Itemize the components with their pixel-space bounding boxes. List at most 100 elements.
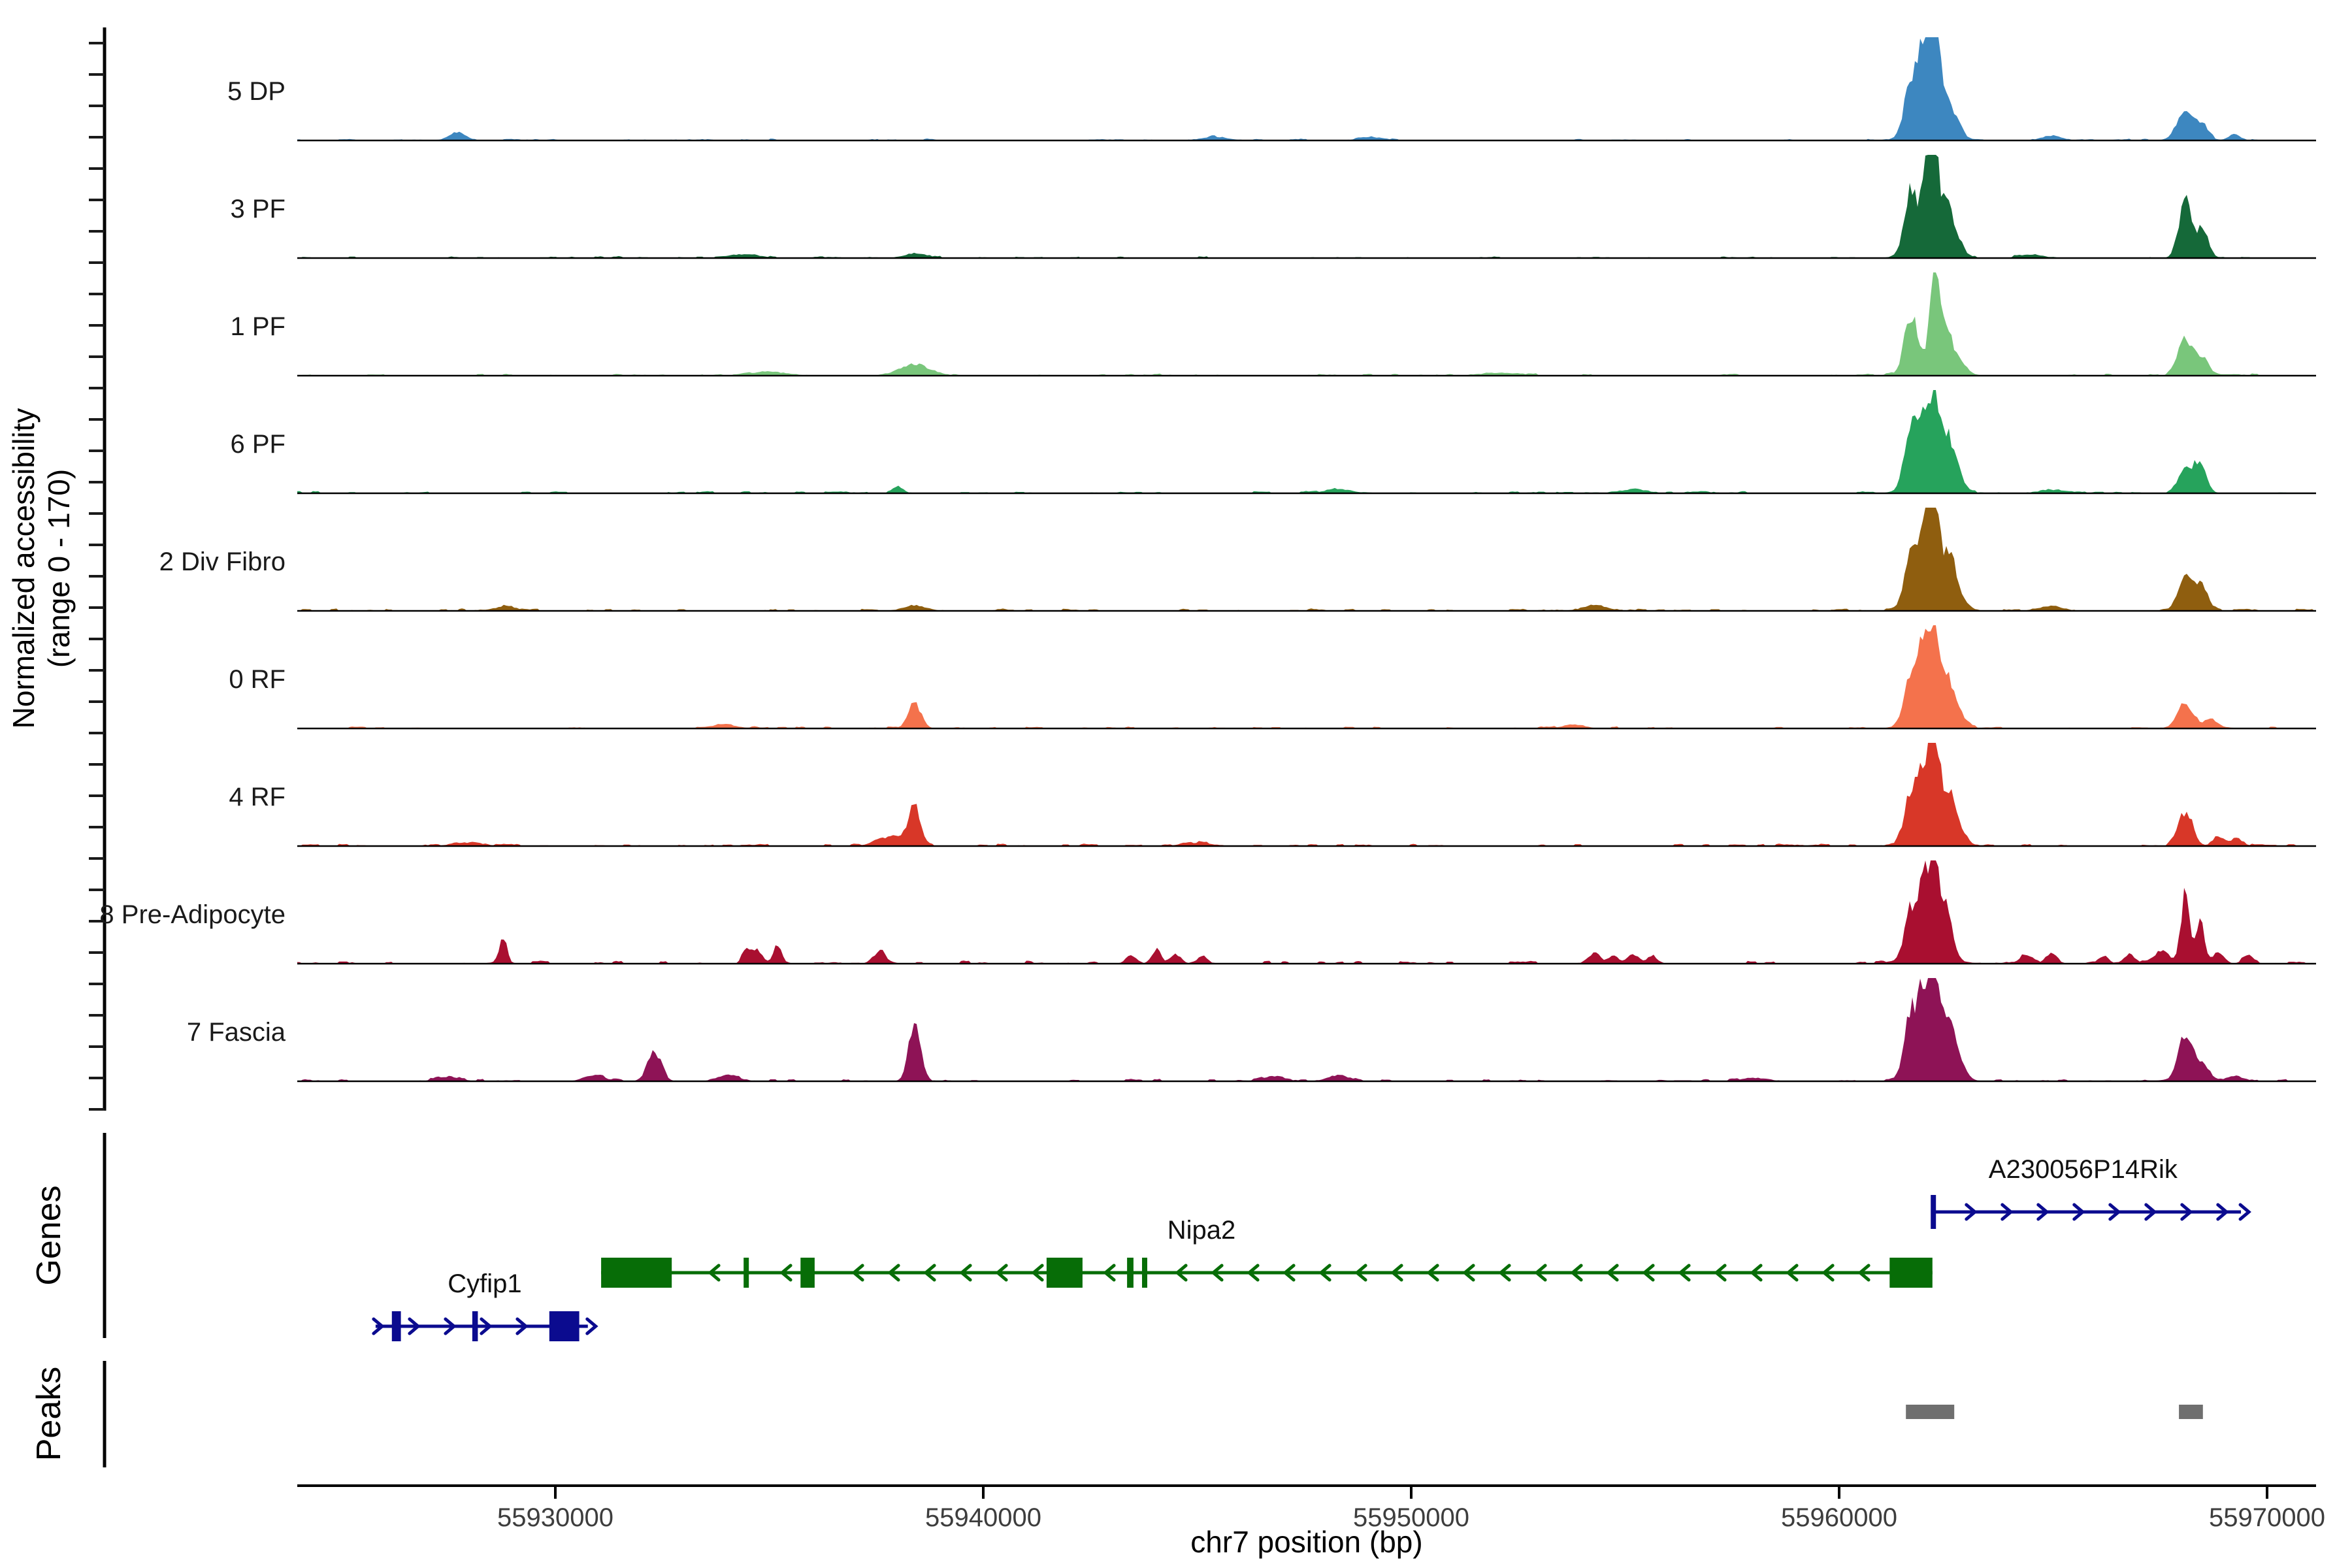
gene-label-cyfip1: Cyfip1 bbox=[448, 1269, 521, 1298]
exon-box bbox=[472, 1311, 478, 1341]
strand-arrow-icon bbox=[1750, 1264, 1763, 1282]
strand-arrow-icon bbox=[1390, 1264, 1403, 1282]
track-8-pre-adipocyte: 8 Pre-Adipocyte bbox=[99, 860, 2316, 965]
strand-arrow-icon bbox=[480, 1317, 493, 1335]
exon-box bbox=[391, 1311, 401, 1341]
track-4-rf: 4 RF bbox=[229, 743, 2316, 847]
track-2-div-fibro: 2 Div Fibro bbox=[159, 508, 2316, 612]
x-axis-tick-label: 55960000 bbox=[1781, 1503, 1897, 1532]
gene-a230056p14rik: A230056P14Rik bbox=[1931, 1155, 2251, 1229]
exon-box bbox=[1931, 1195, 1936, 1229]
track-signal-5-dp bbox=[297, 37, 2316, 140]
accessibility-axis bbox=[89, 27, 106, 1111]
x-axis: 55930000 55940000 55950000 55960000 55970000 bbox=[297, 1484, 2325, 1532]
strand-arrow-icon bbox=[887, 1264, 900, 1282]
strand-arrow-icon bbox=[1642, 1264, 1655, 1282]
gene-label-nipa2: Nipa2 bbox=[1168, 1216, 1236, 1245]
track-label-0-rf: 0 RF bbox=[229, 665, 286, 694]
x-axis-title: chr7 position (bp) bbox=[1190, 1525, 1422, 1559]
track-1-pf: 1 PF bbox=[231, 272, 2316, 377]
strand-arrow-icon bbox=[1821, 1264, 1835, 1282]
y-axis-label-line1: Normalized accessibility bbox=[7, 408, 41, 729]
track-signal-4-rf bbox=[297, 743, 2316, 846]
gene-nipa2: Nipa2 bbox=[601, 1216, 1933, 1288]
strand-arrow-icon bbox=[995, 1264, 1008, 1282]
peaks-track bbox=[1906, 1405, 2203, 1419]
strand-arrow-icon bbox=[1247, 1264, 1260, 1282]
x-axis-tick-label: 55950000 bbox=[1353, 1503, 1469, 1532]
strand-arrow-icon bbox=[851, 1264, 864, 1282]
track-5-dp: 5 DP bbox=[227, 37, 2316, 142]
strand-arrow-icon bbox=[1103, 1264, 1116, 1282]
track-0-rf: 0 RF bbox=[229, 625, 2316, 730]
track-signal-1-pf bbox=[297, 272, 2316, 376]
strand-arrow-icon bbox=[1318, 1264, 1331, 1282]
strand-arrow-icon bbox=[959, 1264, 972, 1282]
exon-box bbox=[601, 1258, 672, 1288]
strand-arrow-icon bbox=[2144, 1203, 2157, 1221]
track-label-5-dp: 5 DP bbox=[227, 77, 286, 106]
track-6-pf: 6 PF bbox=[231, 390, 2316, 495]
strand-arrow-icon bbox=[1282, 1264, 1296, 1282]
strand-arrow-icon bbox=[372, 1317, 385, 1335]
peak-region-box bbox=[2179, 1405, 2203, 1419]
x-axis-tick-label: 55970000 bbox=[2209, 1503, 2325, 1532]
strand-arrow-icon bbox=[923, 1264, 936, 1282]
strand-arrow-icon bbox=[2216, 1203, 2229, 1221]
genes-section-label: Genes bbox=[30, 1185, 68, 1285]
gene-models: Cyfip1 Nipa2 A230056P14Rik bbox=[372, 1155, 2251, 1341]
track-signal-8-pre-adipocyte bbox=[297, 860, 2316, 964]
strand-arrow-icon bbox=[1678, 1264, 1691, 1282]
strand-arrow-icon bbox=[1498, 1264, 1511, 1282]
track-label-4-rf: 4 RF bbox=[229, 783, 286, 811]
exon-box bbox=[1127, 1258, 1134, 1288]
peaks-section-label: Peaks bbox=[30, 1367, 68, 1462]
x-axis-tick-label: 55930000 bbox=[497, 1503, 613, 1532]
track-label-1-pf: 1 PF bbox=[231, 312, 286, 341]
strand-arrow-icon bbox=[515, 1317, 529, 1335]
strand-arrow-icon bbox=[2180, 1203, 2193, 1221]
strand-arrow-icon bbox=[585, 1317, 598, 1335]
track-label-8-pre-adipocyte: 8 Pre-Adipocyte bbox=[99, 900, 286, 929]
track-3-pf: 3 PF bbox=[231, 155, 2316, 259]
strand-arrow-icon bbox=[1426, 1264, 1439, 1282]
track-signal-6-pf bbox=[297, 390, 2316, 493]
strand-arrow-icon bbox=[779, 1264, 792, 1282]
exon-box bbox=[743, 1258, 749, 1288]
strand-arrow-icon bbox=[708, 1264, 721, 1282]
x-axis-tick-label: 55940000 bbox=[925, 1503, 1041, 1532]
y-axis-label-line2: (range 0 - 170) bbox=[42, 469, 76, 668]
strand-arrow-icon bbox=[2108, 1203, 2121, 1221]
gene-label-a230056p14rik: A230056P14Rik bbox=[1989, 1155, 2178, 1184]
peak-region-box bbox=[1906, 1405, 1955, 1419]
strand-arrow-icon bbox=[1857, 1264, 1870, 1282]
strand-arrow-icon bbox=[2036, 1203, 2050, 1221]
strand-arrow-icon bbox=[1965, 1203, 1978, 1221]
strand-arrow-icon bbox=[1534, 1264, 1547, 1282]
exon-box bbox=[1889, 1258, 1933, 1288]
gene-cyfip1: Cyfip1 bbox=[372, 1269, 598, 1341]
track-label-3-pf: 3 PF bbox=[231, 195, 286, 223]
strand-arrow-icon bbox=[1031, 1264, 1044, 1282]
strand-arrow-icon bbox=[1570, 1264, 1583, 1282]
strand-arrow-icon bbox=[1354, 1264, 1367, 1282]
exon-box bbox=[1142, 1258, 1147, 1288]
exon-box bbox=[1046, 1258, 1083, 1288]
strand-arrow-icon bbox=[444, 1317, 457, 1335]
strand-arrow-icon bbox=[1786, 1264, 1799, 1282]
strand-arrow-icon bbox=[1211, 1264, 1224, 1282]
track-label-6-pf: 6 PF bbox=[231, 430, 286, 459]
strand-arrow-icon bbox=[1175, 1264, 1188, 1282]
track-7-fascia: 7 Fascia bbox=[187, 978, 2316, 1083]
strand-arrow-icon bbox=[2072, 1203, 2085, 1221]
strand-arrow-icon bbox=[1606, 1264, 1619, 1282]
track-label-2-div-fibro: 2 Div Fibro bbox=[159, 547, 286, 576]
strand-arrow-icon bbox=[2001, 1203, 2014, 1221]
signal-tracks: 5 DP 3 PF 1 PF 6 PF 2 Div Fibro 0 RF 4 RF 8 Pre… bbox=[99, 37, 2316, 1083]
track-signal-7-fascia bbox=[297, 978, 2316, 1081]
track-signal-3-pf bbox=[297, 155, 2316, 258]
strand-arrow-icon bbox=[2238, 1203, 2251, 1221]
track-signal-2-div-fibro bbox=[297, 508, 2316, 611]
